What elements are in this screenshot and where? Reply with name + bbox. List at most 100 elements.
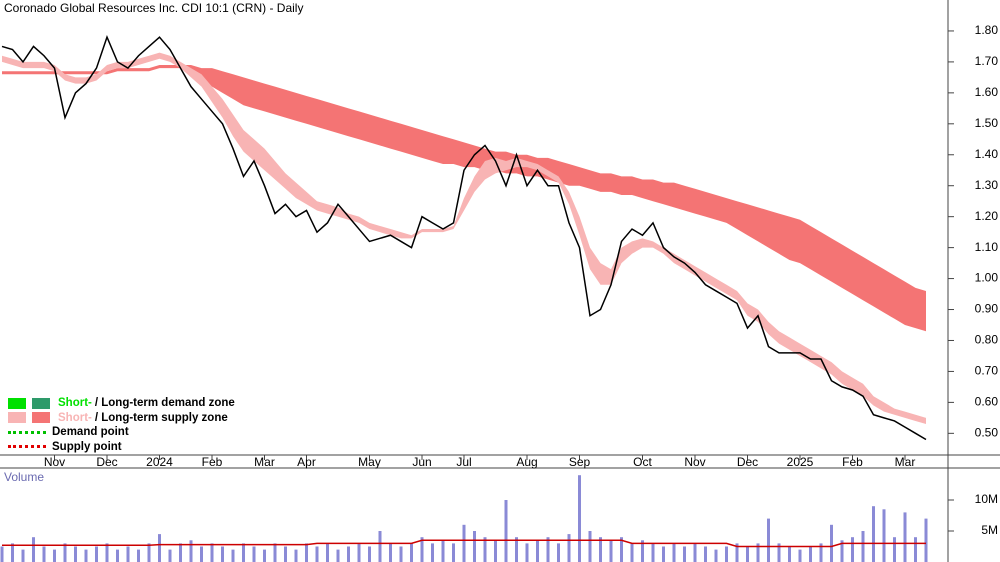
volume-bar <box>914 537 917 562</box>
y-tick-label: 1.10 <box>975 240 999 254</box>
volume-average <box>2 539 926 548</box>
legend-swatch <box>32 412 50 424</box>
volume-bar <box>336 549 340 562</box>
legend-item: Supply point <box>8 440 235 455</box>
volume-bar <box>525 543 529 562</box>
volume-bar <box>431 543 434 562</box>
volume-bar <box>693 543 697 562</box>
volume-bar <box>704 546 707 562</box>
volume-bar <box>315 546 319 562</box>
volume-bar <box>819 543 823 562</box>
volume-bar <box>809 546 812 562</box>
x-tick-label: 2024 <box>146 455 173 469</box>
volume-bar <box>389 543 392 562</box>
y-tick-label: 0.50 <box>975 426 999 440</box>
volume-bar <box>798 549 802 562</box>
x-tick-label: Jun <box>412 455 431 469</box>
volume-bar <box>252 546 256 562</box>
volume-bar <box>735 543 739 562</box>
x-tick-label: Feb <box>202 455 223 469</box>
volume-bar <box>588 531 592 562</box>
volume-bar <box>441 540 445 562</box>
volume-bar <box>872 506 875 562</box>
legend-label: Short- <box>58 411 92 424</box>
volume-bar <box>840 540 844 562</box>
volume-bar <box>357 543 361 562</box>
volume-bar <box>116 549 119 562</box>
volume-bar <box>767 518 770 562</box>
legend-swatch <box>8 397 26 409</box>
volume-bar <box>557 543 560 562</box>
y-tick-label: 1.60 <box>975 85 999 99</box>
volume-bar <box>200 546 203 562</box>
volume-bar <box>504 500 508 562</box>
volume-bar <box>95 546 98 562</box>
volume-bar <box>788 546 791 562</box>
volume-bar <box>861 531 865 562</box>
volume-bar <box>851 537 854 562</box>
volume-bar <box>893 537 896 562</box>
volume-bar <box>672 543 676 562</box>
y-tick-label: 10M <box>975 492 998 506</box>
x-tick-label: 2025 <box>787 455 814 469</box>
y-tick-label: 1.20 <box>975 209 999 223</box>
volume-bar <box>221 546 224 562</box>
volume-bar <box>63 543 67 562</box>
volume-bar <box>830 524 833 562</box>
x-tick-label: Oct <box>633 455 652 469</box>
volume-bar <box>756 543 760 562</box>
volume-bar <box>126 546 130 562</box>
volume-bar <box>546 537 550 562</box>
volume-bar <box>42 546 46 562</box>
legend-swatch <box>32 397 50 409</box>
volume-bar <box>168 549 172 562</box>
volume-bar <box>231 549 235 562</box>
volume-bar <box>105 543 109 562</box>
x-tick-label: Jul <box>456 455 471 469</box>
volume-bar <box>630 543 634 562</box>
y-tick-label: 0.80 <box>975 333 999 347</box>
volume-bar <box>578 475 581 562</box>
legend-label: Short- <box>58 397 92 409</box>
y-tick-label: 0.70 <box>975 364 999 378</box>
legend-swatch <box>8 412 26 424</box>
legend: Short- / Long-term demand zone Short- / Lon… <box>8 396 235 454</box>
x-tick-label: Nov <box>44 455 65 469</box>
legend-dots <box>8 445 46 449</box>
y-tick-label: 1.80 <box>975 23 999 37</box>
volume-bar <box>74 546 77 562</box>
volume-bar <box>483 537 487 562</box>
y-tick-label: 1.70 <box>975 54 999 68</box>
x-tick-label: May <box>358 455 381 469</box>
volume-bar <box>137 549 140 562</box>
legend-label: / Long-term demand zone <box>94 397 235 409</box>
volume-bar <box>924 518 928 562</box>
x-tick-label: Mar <box>254 455 275 469</box>
volume-bar <box>651 543 655 562</box>
volume-bar <box>242 543 245 562</box>
volume-bar <box>263 549 266 562</box>
x-tick-label: Dec <box>737 455 758 469</box>
volume-bar <box>399 546 403 562</box>
y-tick-label: 5M <box>981 523 998 537</box>
volume-bar <box>494 540 497 562</box>
volume-bar <box>473 531 476 562</box>
volume-bar <box>420 537 424 562</box>
x-tick-label: Dec <box>96 455 117 469</box>
volume-bar <box>903 512 907 562</box>
x-tick-label: Nov <box>684 455 705 469</box>
volume-bar <box>368 546 371 562</box>
volume-bar <box>305 543 308 562</box>
volume-bar <box>410 543 413 562</box>
legend-label: Supply point <box>52 440 122 453</box>
volume-bar <box>326 543 329 562</box>
volume-bar <box>21 549 25 562</box>
x-tick-label: Aug <box>516 455 537 469</box>
y-tick-label: 0.90 <box>975 302 999 316</box>
volume-bar <box>158 534 161 562</box>
volume-bar <box>284 546 287 562</box>
volume-bar <box>882 509 886 562</box>
y-tick-label: 1.40 <box>975 147 999 161</box>
